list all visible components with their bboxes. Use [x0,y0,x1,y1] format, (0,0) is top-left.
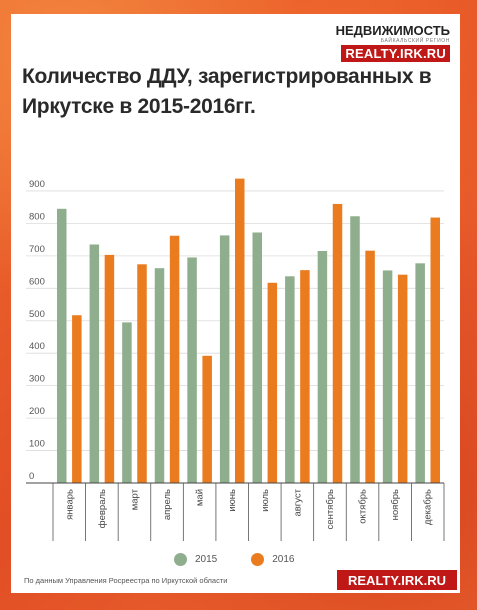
x-tick-label-декабрь: декабрь [423,489,434,525]
y-tick-label-700: 700 [29,244,45,255]
legend-item-2015: 2015 [174,552,218,566]
bar-2016-май [202,355,212,483]
bar-2015-февраль [89,244,100,483]
legend-label-2016: 2016 [272,553,295,565]
bar-2016-июнь [235,178,245,483]
bar-2016-февраль [104,254,115,483]
brand-name: НЕДВИЖИМОСТЬ [335,23,450,38]
y-tick-label-400: 400 [29,341,45,352]
bar-2016-декабрь [430,217,440,483]
legend-item-2016: 2016 [251,552,295,566]
bar-2016-сентябрь [332,203,343,483]
legend-swatch-2015 [174,552,187,566]
legend: 2015 2016 [174,552,329,566]
y-tick-label-100: 100 [29,439,45,450]
brand-tagline: БАЙКАЛЬСКИЙ РЕГИОН [380,38,450,44]
x-tick-label-июнь: июнь [227,489,238,512]
x-tick-label-февраль: февраль [97,489,108,528]
y-axis: 0 100 200 300 400 500 600 700 800 900 [29,179,45,482]
x-tick-label-ноябрь: ноябрь [390,489,401,520]
bar-2015-июль [252,232,262,483]
bar-2015-октябрь [350,216,360,484]
x-tick-label-октябрь: октябрь [358,489,369,524]
y-tick-label-0: 0 [29,471,34,482]
bar-2015-май [187,257,197,483]
bar-2015-июнь [219,235,230,483]
legend-swatch-2016 [251,552,265,566]
bar-2016-январь [72,315,82,483]
y-tick-label-500: 500 [29,309,45,320]
y-tick-label-900: 900 [29,179,45,190]
bar-2016-апрель [169,235,180,483]
bar-2015-апрель [154,268,165,483]
y-tick-label-800: 800 [29,211,45,222]
x-tick-label-август: август [292,488,303,516]
bar-2016-октябрь [365,250,375,483]
brand-site: REALTY.IRK.RU [341,45,450,62]
bar-2015-ноябрь [382,270,393,483]
y-tick-label-300: 300 [29,374,45,385]
y-tick-label-200: 200 [29,406,45,417]
bar-2015-декабрь [415,263,425,483]
bar-2015-январь [57,208,67,484]
bar-2016-август [300,270,310,483]
brand-logo[interactable]: НЕДВИЖИМОСТЬ БАЙКАЛЬСКИЙ РЕГИОН REALTY.I… [328,24,450,63]
x-tick-label-июль: июль [260,489,271,512]
footer-site-link[interactable]: REALTY.IRK.RU [337,570,457,590]
bar-2016-март [137,264,147,483]
bars [57,178,440,484]
bar-2015-сентябрь [317,250,328,483]
bar-2016-июль [267,282,278,483]
chart-title: Количество ДДУ, зарегистрированных в Ирк… [22,65,432,118]
y-tick-label-600: 600 [29,276,45,287]
x-tick-label-март: март [129,488,140,510]
bar-2016-ноябрь [397,274,408,483]
x-tick-label-сентябрь: сентябрь [325,489,336,529]
x-tick-label-апрель: апрель [162,489,173,520]
x-axis: январь февраль март апрель май июнь июль август… [26,482,445,541]
bar-2015-март [122,322,132,483]
x-tick-label-январь: январь [64,489,75,520]
x-tick-label-май: май [195,489,206,506]
bar-2015-август [285,276,295,483]
source-note: По данным Управления Росреестра по Иркут… [24,576,228,585]
legend-label-2015: 2015 [195,553,218,565]
